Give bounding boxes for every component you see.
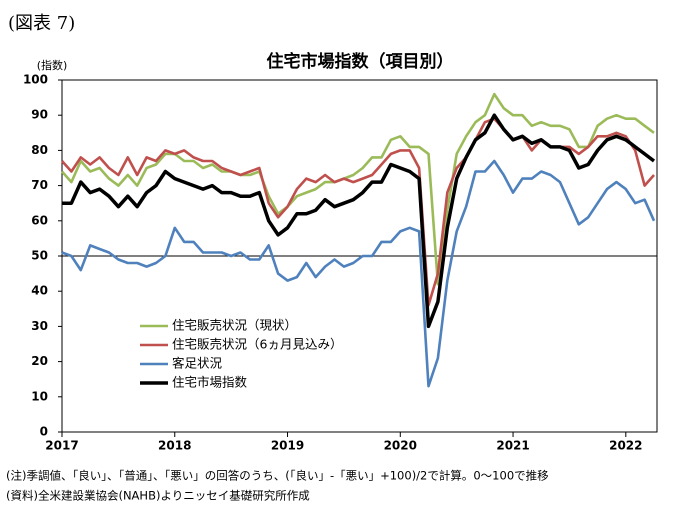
x-tick-label: 2022: [609, 439, 642, 453]
legend-label: 住宅販売状況（現状）: [172, 318, 297, 333]
y-tick-label: 40: [31, 284, 48, 298]
chart-title: 住宅市場指数（項目別）: [267, 51, 454, 72]
series-line: [61, 159, 656, 388]
y-tick-label: 20: [31, 354, 48, 368]
series-line: [61, 92, 655, 286]
y-tick-label: 60: [31, 213, 48, 227]
legend-label: 住宅市場指数: [172, 375, 248, 390]
y-tick-label: 0: [40, 425, 48, 439]
x-tick-label: 2020: [384, 439, 417, 453]
series-line: [61, 117, 655, 307]
x-tick-label: 2019: [271, 439, 304, 453]
legend-label: 住宅販売状況（6ヵ月見込み）: [172, 337, 342, 352]
note: (注)季調値、「良い」、「普通」、「悪い」の回答のうち、(「良い」-「悪い」+1…: [6, 469, 549, 483]
y-tick-label: 70: [31, 178, 48, 192]
y-tick-label: 100: [23, 73, 48, 87]
x-tick-label: 2018: [158, 439, 191, 453]
x-tick-label: 2017: [45, 439, 78, 453]
x-tick-label: 2021: [496, 439, 529, 453]
note: (資料)全米建設業協会(NAHB)よりニッセイ基礎研究所作成: [6, 489, 310, 503]
y-tick-label: 30: [31, 319, 48, 333]
figure-label: (図表 7): [8, 13, 75, 34]
y-axis-label: (指数): [37, 58, 68, 72]
y-tick-label: 80: [31, 143, 48, 157]
y-tick-label: 50: [31, 249, 48, 263]
legend-label: 客足状況: [172, 356, 223, 371]
y-tick-label: 10: [31, 389, 48, 403]
series-line: [62, 113, 656, 329]
y-tick-label: 90: [31, 108, 48, 122]
